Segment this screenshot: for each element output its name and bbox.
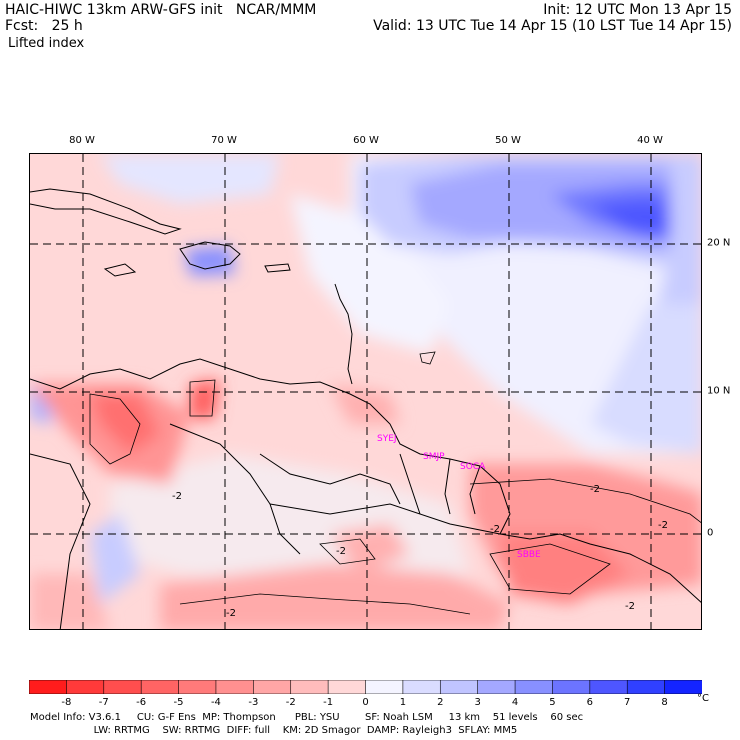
site-label-smjp: SMJP: [423, 452, 445, 462]
colorbar-tick-label: 8: [661, 697, 668, 708]
contour-label: -2: [625, 601, 635, 612]
lat-label-0: 0: [707, 527, 714, 539]
colorbar-tick-label: 6: [586, 697, 594, 708]
colorbar-swatch: [215, 680, 255, 694]
site-label-sbbe: SBBE: [517, 550, 541, 560]
field-name: Lifted index: [8, 36, 85, 51]
contours: [89, 351, 701, 615]
colorbar-tick-label: 5: [549, 697, 556, 708]
colorbar-swatch: [66, 680, 105, 694]
colorbar-tick-label: -6: [136, 697, 147, 708]
site-label-soca: SOCA: [460, 462, 486, 472]
lon-label-40w: 40 W: [637, 135, 663, 146]
colorbar-swatch: [178, 680, 217, 694]
colorbar-swatch: [29, 680, 68, 694]
colorbar-tick-label: -4: [210, 697, 221, 708]
lon-label-80w: 80 W: [69, 135, 95, 146]
colorbar: [29, 680, 702, 694]
contour-label: -2: [658, 520, 668, 531]
colorbar-swatch: [327, 680, 367, 694]
lon-label-50w: 50 W: [495, 135, 521, 146]
colorbar-tick-label: -3: [248, 697, 259, 708]
colorbar-tick-label: 0: [362, 697, 369, 708]
colorbar-tick-label: 4: [511, 697, 519, 708]
colorbar-swatch: [664, 680, 702, 694]
field-shading: [30, 154, 701, 629]
model-title: HAIC-HIWC 13km ARW-GFS init NCAR/MMM: [5, 2, 317, 18]
colorbar-tick-label: 2: [437, 697, 444, 708]
colorbar-swatch: [402, 680, 442, 694]
colorbar-swatch: [140, 680, 180, 694]
lat-label-20n: 20 N: [707, 237, 731, 249]
colorbar-tick-label: -2: [285, 697, 296, 708]
site-label-syej: SYEJ: [377, 434, 397, 444]
colorbar-swatch: [253, 680, 292, 694]
colorbar-tick-label: -8: [61, 697, 72, 708]
colorbar-tick-label: 3: [474, 697, 481, 708]
lon-label-60w: 60 W: [353, 135, 379, 146]
colorbar-swatch: [589, 680, 629, 694]
colorbar-tick-label: -1: [323, 697, 334, 708]
init-time: Init: 12 UTC Mon 13 Apr 15: [543, 2, 732, 18]
colorbar-swatch: [626, 680, 666, 694]
model-info-line2: LW: RRTMG SW: RRTMG DIFF: full KM: 2D Sm…: [30, 725, 518, 736]
coastlines: [30, 188, 701, 629]
lon-label-70w: 70 W: [211, 135, 237, 146]
contour-label: -2: [590, 484, 600, 495]
colorbar-unit: °C: [697, 693, 709, 704]
lat-label-10n: 10 N: [707, 385, 731, 397]
colorbar-tick-label: -7: [98, 697, 109, 708]
colorbar-tick-label: 7: [624, 697, 631, 708]
colorbar-swatch: [552, 680, 591, 694]
forecast-hour: Fcst: 25 h: [5, 18, 83, 34]
valid-time: Valid: 13 UTC Tue 14 Apr 15 (10 LST Tue …: [373, 18, 732, 34]
contour-label: -2: [226, 608, 236, 619]
colorbar-swatch: [439, 680, 479, 694]
map-canvas: -2 -2 -2 -2 -2 -2 -2 SYEJ SMJP SOCA SBBE: [30, 154, 701, 629]
colorbar-swatch: [477, 680, 516, 694]
model-info-line1: Model Info: V3.6.1 CU: G-F Ens MP: Thomp…: [30, 712, 584, 723]
colorbar-swatch: [290, 680, 329, 694]
lifted-index-map: -2 -2 -2 -2 -2 -2 -2 SYEJ SMJP SOCA SBBE: [29, 153, 702, 630]
colorbar-swatch: [514, 680, 554, 694]
colorbar-tick-label: -5: [173, 697, 184, 708]
colorbar-swatch: [365, 680, 404, 694]
colorbar-swatch: [103, 680, 142, 694]
contour-label: -2: [490, 524, 500, 535]
colorbar-tick-label: 1: [399, 697, 407, 708]
contour-label: -2: [172, 491, 182, 502]
contour-labels: -2 -2 -2 -2 -2 -2 -2: [172, 484, 668, 619]
graticule: [30, 154, 701, 629]
contour-label: -2: [336, 546, 346, 557]
